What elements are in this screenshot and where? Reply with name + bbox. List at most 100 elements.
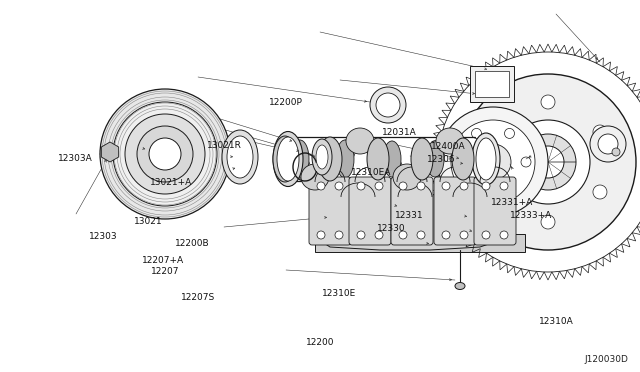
Text: 12303A: 12303A — [58, 154, 93, 163]
Text: 12207+A: 12207+A — [142, 256, 184, 265]
FancyBboxPatch shape — [309, 177, 351, 245]
FancyBboxPatch shape — [434, 177, 476, 245]
Circle shape — [455, 157, 465, 167]
Circle shape — [532, 146, 564, 178]
Ellipse shape — [273, 131, 303, 186]
Circle shape — [504, 186, 515, 196]
Circle shape — [317, 231, 325, 239]
Polygon shape — [101, 142, 118, 162]
Circle shape — [489, 185, 503, 199]
Circle shape — [460, 231, 468, 239]
Ellipse shape — [476, 138, 496, 180]
Ellipse shape — [273, 136, 297, 182]
Ellipse shape — [452, 138, 474, 180]
Polygon shape — [315, 190, 505, 250]
Ellipse shape — [277, 137, 299, 181]
Ellipse shape — [291, 140, 309, 178]
Text: 13021R: 13021R — [207, 141, 241, 150]
Circle shape — [113, 102, 217, 206]
Text: 12400A: 12400A — [431, 142, 465, 151]
Circle shape — [598, 134, 618, 154]
Circle shape — [475, 144, 511, 180]
Ellipse shape — [367, 138, 389, 180]
Ellipse shape — [455, 282, 465, 289]
Ellipse shape — [472, 133, 500, 185]
Ellipse shape — [316, 145, 328, 169]
Circle shape — [375, 182, 383, 190]
Circle shape — [149, 138, 181, 170]
Bar — [315, 234, 525, 252]
Circle shape — [460, 74, 636, 250]
Bar — [110, 148, 135, 156]
Ellipse shape — [393, 164, 421, 190]
Circle shape — [500, 182, 508, 190]
Circle shape — [100, 89, 230, 219]
Circle shape — [472, 128, 481, 138]
Circle shape — [506, 120, 590, 204]
Ellipse shape — [301, 164, 329, 190]
Text: 12331: 12331 — [396, 211, 424, 220]
Text: 12200P: 12200P — [269, 98, 303, 107]
Ellipse shape — [312, 139, 332, 175]
Text: 12207S: 12207S — [181, 293, 216, 302]
Text: 12310A: 12310A — [540, 317, 574, 326]
Circle shape — [357, 231, 365, 239]
Circle shape — [438, 52, 640, 272]
Ellipse shape — [222, 130, 258, 184]
FancyBboxPatch shape — [349, 177, 391, 245]
Circle shape — [125, 114, 205, 194]
Text: 12207: 12207 — [151, 267, 179, 276]
Text: 12200B: 12200B — [175, 239, 209, 248]
Text: 12306: 12306 — [428, 155, 456, 164]
Text: 12200: 12200 — [306, 338, 334, 347]
Circle shape — [472, 186, 481, 196]
Text: 13021: 13021 — [134, 217, 163, 226]
Ellipse shape — [346, 128, 374, 154]
Circle shape — [521, 157, 531, 167]
Circle shape — [438, 107, 548, 217]
Circle shape — [460, 182, 468, 190]
Circle shape — [417, 182, 425, 190]
Circle shape — [317, 182, 325, 190]
Circle shape — [399, 182, 407, 190]
Ellipse shape — [383, 141, 401, 177]
Ellipse shape — [336, 140, 354, 178]
Ellipse shape — [370, 87, 406, 123]
Circle shape — [375, 231, 383, 239]
Ellipse shape — [411, 138, 433, 180]
Circle shape — [451, 120, 535, 204]
Ellipse shape — [318, 137, 342, 181]
Circle shape — [520, 134, 576, 190]
Text: 12310E: 12310E — [322, 289, 356, 298]
FancyBboxPatch shape — [391, 177, 433, 245]
Circle shape — [504, 128, 515, 138]
Text: 12031A: 12031A — [382, 128, 417, 137]
Bar — [475, 71, 509, 97]
Bar — [470, 66, 514, 102]
Text: 12333+A: 12333+A — [510, 211, 552, 220]
Circle shape — [137, 126, 193, 182]
Circle shape — [593, 185, 607, 199]
Circle shape — [593, 125, 607, 139]
Circle shape — [357, 182, 365, 190]
Ellipse shape — [376, 93, 400, 117]
Circle shape — [399, 231, 407, 239]
Circle shape — [489, 125, 503, 139]
Circle shape — [482, 182, 490, 190]
Ellipse shape — [436, 128, 464, 154]
Circle shape — [335, 182, 343, 190]
Text: 13021+A: 13021+A — [150, 178, 193, 187]
Circle shape — [541, 215, 555, 229]
Circle shape — [500, 231, 508, 239]
Circle shape — [590, 126, 626, 162]
Ellipse shape — [426, 141, 444, 177]
Text: 12330: 12330 — [378, 224, 406, 233]
Circle shape — [417, 231, 425, 239]
Text: 12310EA: 12310EA — [351, 169, 392, 177]
Circle shape — [442, 231, 450, 239]
Text: J120030D: J120030D — [584, 355, 628, 364]
Circle shape — [442, 182, 450, 190]
Text: 12303: 12303 — [90, 232, 118, 241]
Circle shape — [335, 231, 343, 239]
Ellipse shape — [227, 136, 253, 178]
